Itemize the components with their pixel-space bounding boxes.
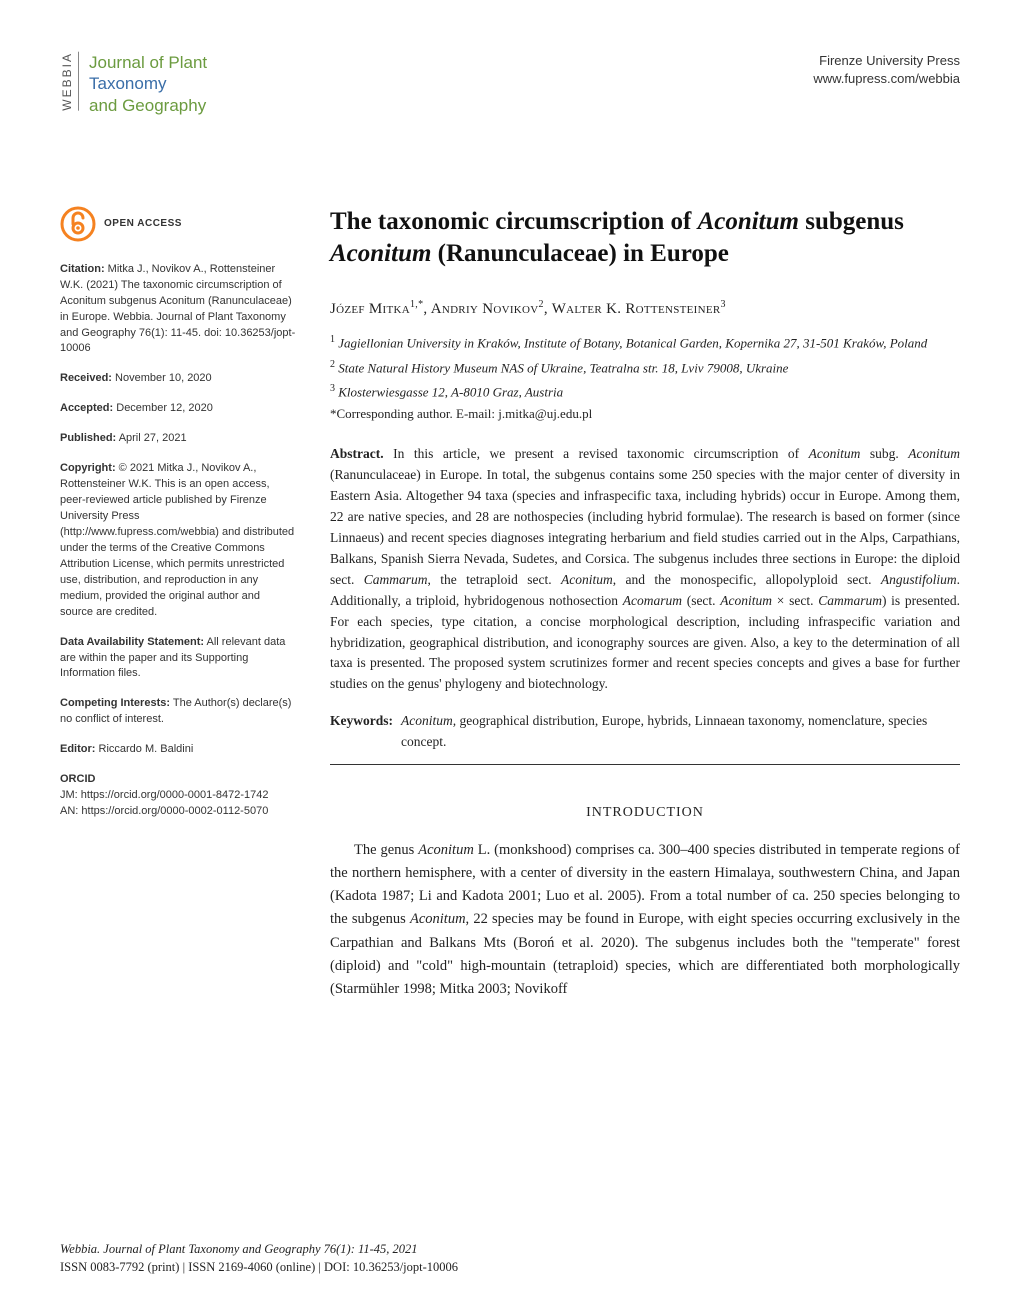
article-main: The taxonomic circumscription of Aconitu… [330, 206, 960, 1001]
abs-p5: , and the monospecific, allopolyploid se… [613, 572, 881, 587]
editor-value: Riccardo M. Baldini [99, 743, 194, 755]
authors-line: Józef Mitka1,*, Andriy Novikov2, Walter … [330, 299, 960, 318]
orcid-an: AN: https://orcid.org/0000-0002-0112-507… [60, 804, 296, 820]
abs-p2: subg. [860, 446, 908, 461]
intro-p1a: The genus [354, 842, 418, 858]
title-part-2: subgenus [799, 208, 904, 235]
published-block: Published: April 27, 2021 [60, 431, 296, 447]
affiliation-2: 2 State Natural History Museum NAS of Uk… [330, 357, 960, 378]
article-title: The taxonomic circumscription of Aconitu… [330, 206, 960, 271]
received-block: Received: November 10, 2020 [60, 371, 296, 387]
abstract: Abstract. In this article, we present a … [330, 444, 960, 695]
journal-line-3: and Geography [89, 95, 207, 116]
title-part-3: (Ranunculaceae) in Europe [431, 240, 728, 267]
keywords-italic: Aconitum, [401, 713, 456, 728]
journal-name: Journal of Plant Taxonomy and Geography [89, 52, 207, 116]
aff3-text: Klosterwiesgasse 12, A-8010 Graz, Austri… [335, 385, 563, 400]
keywords-text: geographical distribution, Europe, hybri… [401, 713, 927, 748]
accepted-value: December 12, 2020 [116, 402, 213, 414]
abs-it8: Cammarum [818, 593, 882, 608]
abs-it5: Angustifolium [881, 572, 957, 587]
copyright-label: Copyright: [60, 462, 116, 474]
affiliation-1: 1 Jagiellonian University in Kraków, Ins… [330, 332, 960, 353]
abs-it7: Aconitum [720, 593, 772, 608]
author-1-sup: 1,* [410, 299, 423, 310]
abs-p4: , the tetraploid sect. [428, 572, 561, 587]
journal-brand: WEBBIA Journal of Plant Taxonomy and Geo… [60, 52, 207, 116]
published-label: Published: [60, 432, 116, 444]
abstract-label: Abstract. [330, 446, 384, 461]
open-access-label: OPEN ACCESS [104, 217, 182, 232]
citation-block: Citation: Mitka J., Novikov A., Rottenst… [60, 262, 296, 358]
abs-p8: × sect. [772, 593, 818, 608]
press-info: Firenze University Press www.fupress.com… [813, 52, 960, 88]
abs-p3: (Ranunculaceae) in Europe. In total, the… [330, 467, 960, 587]
meta-sidebar: OPEN ACCESS Citation: Mitka J., Novikov … [60, 206, 296, 1001]
author-3: Walter K. Rottensteiner [552, 301, 721, 317]
intro-it1: Aconitum [418, 842, 474, 858]
page-footer: Webbia. Journal of Plant Taxonomy and Ge… [60, 1240, 458, 1278]
journal-line-1: Journal of Plant [89, 52, 207, 73]
orcid-jm: JM: https://orcid.org/0000-0001-8472-174… [60, 788, 296, 804]
competing-interests-label: Competing Interests: [60, 697, 170, 709]
accepted-label: Accepted: [60, 402, 113, 414]
accepted-block: Accepted: December 12, 2020 [60, 401, 296, 417]
keywords-label: Keywords: [330, 711, 393, 752]
abs-it1: Aconitum [809, 446, 861, 461]
journal-line-2: Taxonomy [89, 73, 207, 94]
content-columns: OPEN ACCESS Citation: Mitka J., Novikov … [60, 206, 960, 1001]
title-part-1: The taxonomic circumscription of [330, 208, 698, 235]
corresponding-author: *Corresponding author. E-mail: j.mitka@u… [330, 406, 960, 422]
aff2-text: State Natural History Museum NAS of Ukra… [335, 360, 788, 375]
competing-interests-block: Competing Interests: The Author(s) decla… [60, 696, 296, 728]
citation-label: Citation: [60, 263, 105, 275]
keywords-content: Aconitum, geographical distribution, Eur… [401, 711, 960, 752]
published-value: April 27, 2021 [119, 432, 187, 444]
abs-p1: In this article, we present a revised ta… [384, 446, 809, 461]
data-availability-label: Data Availability Statement: [60, 636, 204, 648]
citation-text: Mitka J., Novikov A., Rottensteiner W.K.… [60, 263, 295, 355]
received-value: November 10, 2020 [115, 372, 212, 384]
author-3-sup: 3 [721, 299, 726, 310]
footer-line-2: ISSN 0083-7792 (print) | ISSN 2169-4060 … [60, 1258, 458, 1277]
aff1-text: Jagiellonian University in Kraków, Insti… [335, 335, 927, 350]
open-access-badge: OPEN ACCESS [60, 206, 296, 242]
introduction-heading: INTRODUCTION [330, 805, 960, 821]
footer-line-1: Webbia. Journal of Plant Taxonomy and Ge… [60, 1240, 458, 1259]
press-url: www.fupress.com/webbia [813, 70, 960, 88]
abs-it6: Acomarum [623, 593, 682, 608]
copyright-block: Copyright: © 2021 Mitka J., Novikov A., … [60, 461, 296, 620]
author-2: Andriy Novikov [431, 301, 539, 317]
author-sep-1: , [423, 301, 430, 317]
orcid-block: ORCID JM: https://orcid.org/0000-0001-84… [60, 772, 296, 820]
abs-p7: (sect. [682, 593, 720, 608]
title-italic-1: Aconitum [698, 208, 799, 235]
abs-it3: Cammarum [364, 572, 428, 587]
orcid-label: ORCID [60, 772, 296, 788]
introduction-paragraph: The genus Aconitum L. (monkshood) compri… [330, 839, 960, 1001]
editor-label: Editor: [60, 743, 95, 755]
received-label: Received: [60, 372, 112, 384]
title-italic-2: Aconitum [330, 240, 431, 267]
copyright-text: © 2021 Mitka J., Novikov A., Rottenstein… [60, 462, 294, 617]
press-name: Firenze University Press [813, 52, 960, 70]
affiliation-3: 3 Klosterwiesgasse 12, A-8010 Graz, Aust… [330, 381, 960, 402]
open-access-icon [60, 206, 96, 242]
abs-it4: Aconitum [561, 572, 613, 587]
webbia-vertical-label: WEBBIA [60, 52, 79, 111]
editor-block: Editor: Riccardo M. Baldini [60, 742, 296, 758]
author-1: Józef Mitka [330, 301, 410, 317]
data-availability-block: Data Availability Statement: All relevan… [60, 635, 296, 683]
page-header: WEBBIA Journal of Plant Taxonomy and Geo… [60, 52, 960, 116]
abs-it2: Aconitum [908, 446, 960, 461]
keywords: Keywords: Aconitum, geographical distrib… [330, 711, 960, 765]
intro-it2: Aconitum [410, 911, 466, 927]
author-sep-2: , [544, 301, 552, 317]
